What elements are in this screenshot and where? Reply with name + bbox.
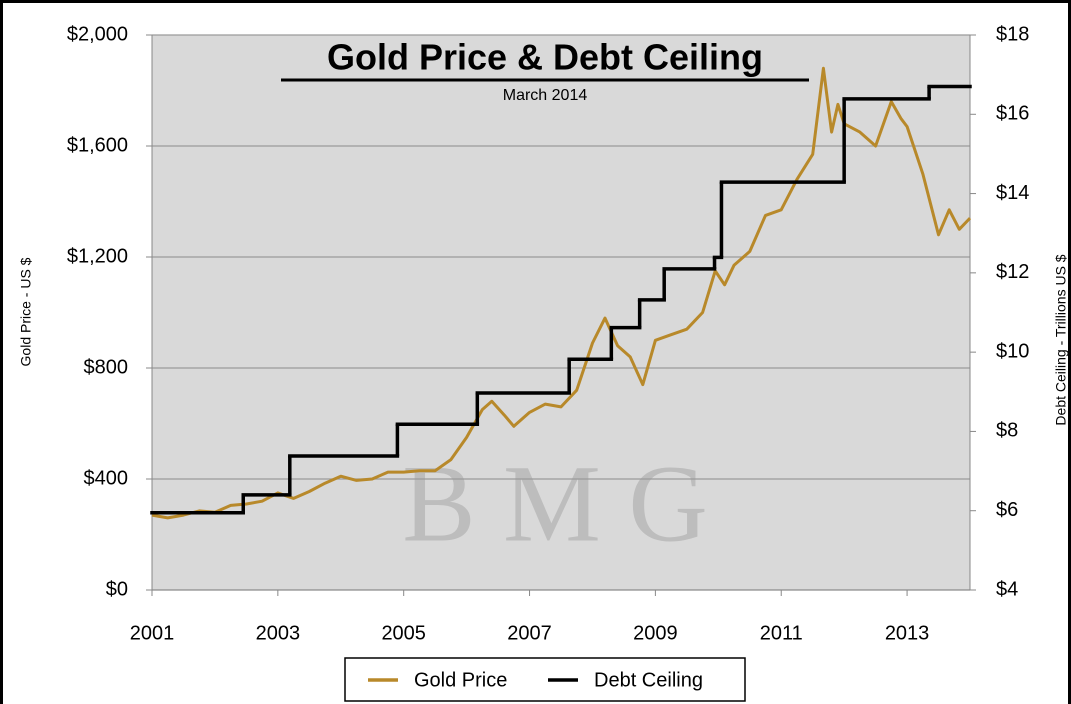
chart-subtitle: March 2014: [503, 87, 588, 104]
y-tick-label: $1,600: [67, 134, 128, 156]
legend-label: Debt Ceiling: [594, 669, 703, 691]
y-tick-label: $800: [84, 356, 129, 378]
y-axis-label: Gold Price - US $: [18, 257, 34, 366]
x-tick-label: 2003: [256, 622, 301, 644]
y2-tick-label: $10: [996, 340, 1029, 362]
y2-tick-label: $4: [996, 578, 1018, 600]
y2-axis-label: Debt Ceiling - Trillions US $: [1053, 254, 1069, 425]
x-tick-label: 2013: [885, 622, 930, 644]
chart-title: Gold Price & Debt Ceiling: [327, 37, 763, 78]
y-tick-label: $1,200: [67, 245, 128, 267]
legend: [344, 657, 746, 702]
x-tick-label: 2005: [381, 622, 426, 644]
watermark: B M G: [402, 442, 708, 564]
x-tick-label: 2007: [507, 622, 552, 644]
y2-tick-label: $8: [996, 420, 1018, 442]
gold-line: [151, 66, 972, 520]
y-tick-label: $2,000: [67, 23, 128, 45]
y2-tick-label: $6: [996, 499, 1018, 521]
y2-tick-label: $18: [996, 23, 1029, 45]
x-tick-label: 2001: [130, 622, 175, 644]
y2-tick-label: $14: [996, 182, 1029, 204]
y2-tick-label: $16: [996, 103, 1029, 125]
y2-tick-label: $12: [996, 261, 1029, 283]
legend-label: Gold Price: [414, 669, 507, 691]
y-tick-label: $400: [84, 467, 129, 489]
x-tick-label: 2011: [760, 622, 803, 644]
y-tick-label: $0: [106, 578, 128, 600]
x-tick-label: 2009: [633, 622, 678, 644]
